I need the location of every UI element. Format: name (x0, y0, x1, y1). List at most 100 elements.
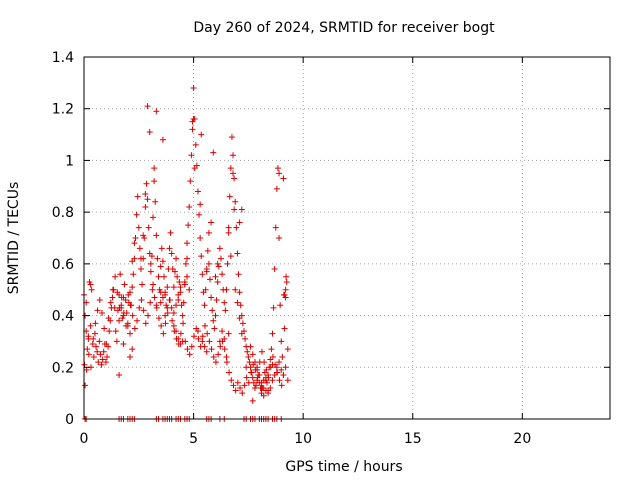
data-point (151, 294, 158, 301)
data-point (112, 273, 119, 280)
data-point (189, 118, 196, 125)
data-point (233, 224, 240, 231)
data-point (247, 343, 254, 350)
data-point (142, 320, 149, 327)
x-tick-label: 5 (189, 431, 198, 447)
data-point (223, 353, 230, 360)
data-point (133, 211, 140, 218)
data-point (269, 377, 276, 384)
data-point (144, 196, 151, 203)
data-point (194, 328, 201, 335)
data-point (151, 178, 158, 185)
data-point (260, 392, 267, 399)
data-point (268, 346, 275, 353)
data-point (112, 328, 119, 335)
data-point (199, 338, 206, 345)
data-point (96, 338, 103, 345)
data-point (239, 390, 246, 397)
data-point (189, 126, 196, 133)
data-point (269, 361, 276, 368)
data-point (101, 325, 108, 332)
data-point (177, 330, 184, 337)
data-point (242, 335, 249, 342)
data-point (238, 206, 245, 213)
data-point (116, 372, 123, 379)
data-point (230, 170, 237, 177)
data-point (190, 116, 197, 123)
data-point (184, 255, 191, 262)
data-point (205, 229, 212, 236)
data-point (182, 260, 189, 267)
y-tick-label: 1.2 (52, 102, 74, 118)
data-point (237, 302, 244, 309)
data-point (225, 330, 232, 337)
data-point (130, 271, 137, 278)
data-point (99, 356, 106, 363)
data-point (162, 312, 169, 319)
data-point (93, 343, 100, 350)
data-point (201, 302, 208, 309)
data-point (230, 382, 237, 389)
data-point (90, 335, 97, 342)
data-point (278, 382, 285, 389)
data-point (176, 278, 183, 285)
data-point (142, 203, 149, 210)
data-point (253, 382, 260, 389)
data-point (132, 235, 139, 241)
data-point (124, 322, 131, 329)
data-point (153, 302, 160, 309)
data-point (269, 353, 276, 360)
data-point (187, 178, 194, 185)
data-point (85, 351, 92, 358)
data-point (114, 289, 121, 296)
x-axis-title: GPS time / hours (285, 459, 402, 475)
data-point (222, 307, 229, 314)
data-point (129, 346, 136, 353)
data-point (120, 341, 127, 348)
data-point (82, 382, 89, 389)
data-point (97, 351, 104, 358)
data-point (170, 284, 177, 291)
data-point (125, 291, 132, 298)
data-point (216, 245, 223, 252)
data-point (221, 299, 228, 306)
data-point (276, 235, 283, 241)
data-point (163, 302, 170, 309)
data-point (147, 260, 154, 267)
data-point (210, 149, 217, 156)
data-point (204, 247, 211, 254)
data-point (102, 359, 109, 366)
data-point (129, 284, 136, 291)
data-point (258, 348, 265, 355)
data-point (258, 384, 265, 391)
data-point (273, 369, 280, 376)
data-point (223, 286, 230, 293)
data-point (127, 330, 134, 337)
data-point (154, 255, 161, 262)
data-point (196, 211, 203, 218)
data-point (140, 307, 147, 314)
data-point (186, 286, 193, 293)
data-point (199, 333, 206, 340)
data-point (235, 271, 242, 278)
data-point (224, 260, 231, 267)
data-point (249, 397, 256, 404)
x-tick-label: 0 (80, 431, 89, 447)
data-point (153, 108, 160, 115)
data-point (238, 330, 245, 337)
data-point (162, 320, 169, 327)
data-point (228, 134, 235, 141)
data-point (170, 309, 177, 316)
data-point (89, 341, 96, 348)
y-tick-label: 0.2 (52, 360, 74, 376)
data-point (282, 364, 289, 371)
data-point (177, 284, 184, 291)
data-point (219, 328, 226, 335)
data-point (121, 281, 128, 288)
data-point (162, 291, 169, 298)
data-point (243, 374, 250, 381)
data-point (239, 320, 246, 327)
data-point (246, 359, 253, 366)
x-tick-labels: 0 5 10 15 20 (80, 431, 532, 447)
